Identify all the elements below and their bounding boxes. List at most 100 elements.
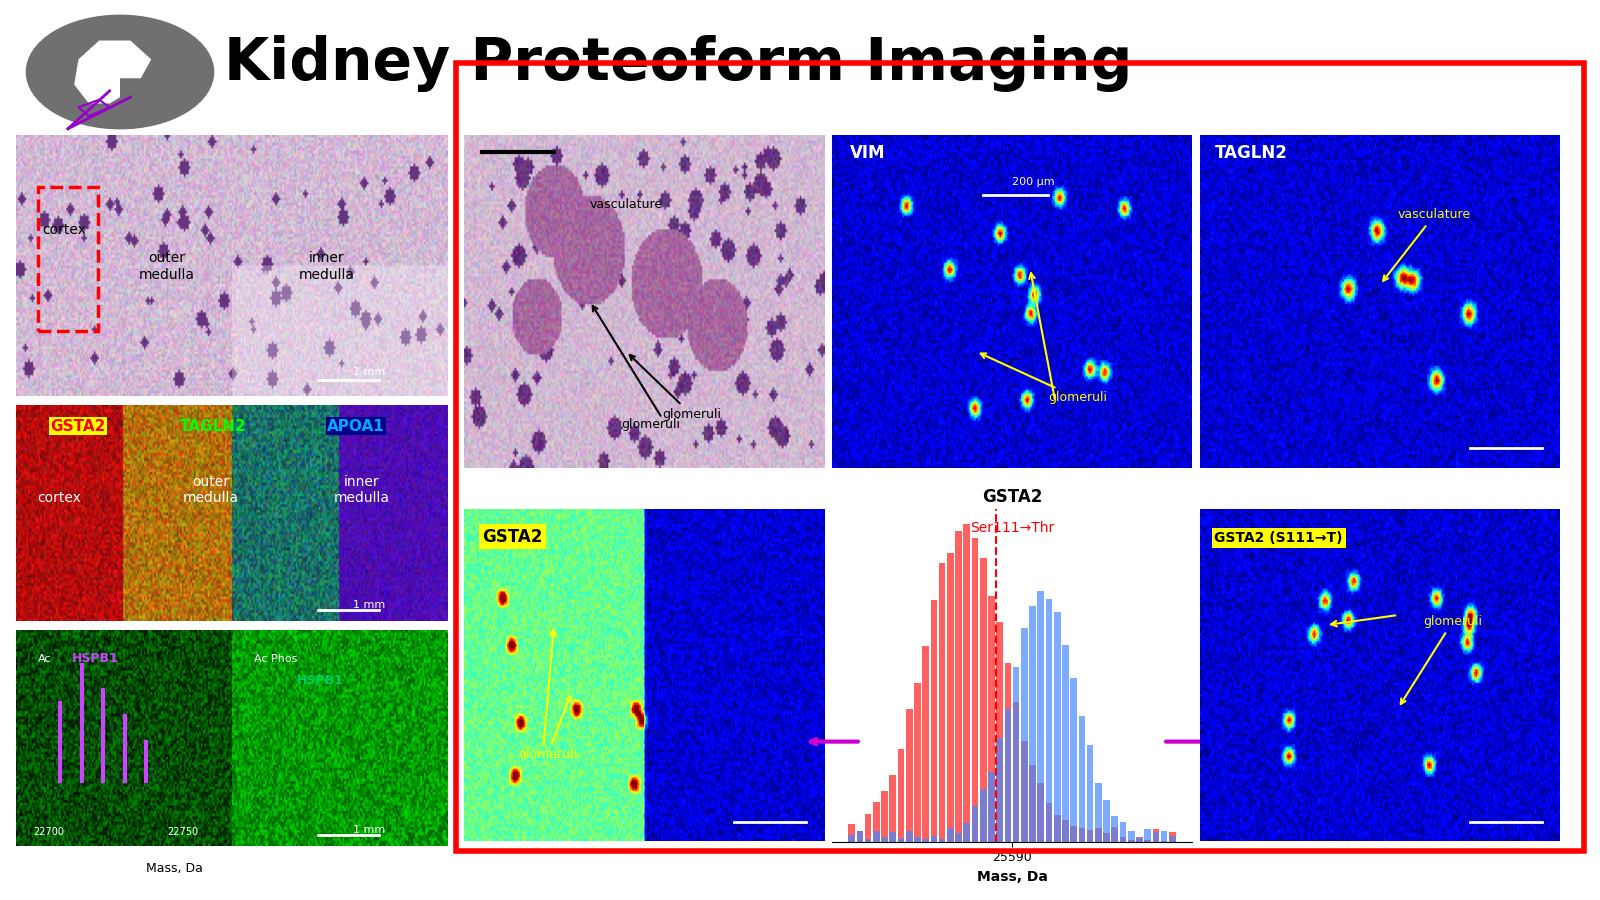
Bar bbox=[898, 750, 904, 842]
Bar bbox=[38, 187, 98, 330]
Bar bbox=[1054, 612, 1061, 842]
Text: GSTA2: GSTA2 bbox=[982, 488, 1042, 506]
Text: glomeruli: glomeruli bbox=[1400, 615, 1482, 704]
Bar bbox=[1170, 836, 1176, 842]
Text: glomeruli: glomeruli bbox=[630, 355, 722, 421]
Bar bbox=[939, 839, 946, 842]
Bar bbox=[971, 806, 978, 842]
Bar bbox=[1136, 838, 1142, 842]
Polygon shape bbox=[74, 40, 152, 104]
Bar bbox=[955, 531, 962, 842]
Text: outer
medulla: outer medulla bbox=[182, 475, 238, 505]
Text: GSTA2 (S111→T): GSTA2 (S111→T) bbox=[1214, 531, 1342, 544]
Text: inner
medulla: inner medulla bbox=[299, 251, 355, 282]
Bar bbox=[1021, 742, 1027, 842]
Bar bbox=[1170, 832, 1176, 842]
Bar bbox=[866, 814, 872, 842]
Text: glomeruli: glomeruli bbox=[981, 354, 1107, 404]
Bar bbox=[906, 831, 912, 842]
Bar bbox=[931, 600, 938, 842]
Bar bbox=[1120, 822, 1126, 842]
Bar bbox=[1054, 814, 1061, 842]
Bar bbox=[874, 802, 880, 842]
Bar bbox=[1070, 678, 1077, 842]
Text: Ser111→Thr: Ser111→Thr bbox=[970, 521, 1054, 535]
Text: Ac Phos: Ac Phos bbox=[254, 654, 298, 664]
Bar bbox=[1094, 783, 1102, 842]
Bar bbox=[1136, 837, 1142, 842]
Bar bbox=[1021, 628, 1027, 842]
Bar bbox=[1062, 820, 1069, 842]
Text: vasculature: vasculature bbox=[589, 198, 662, 212]
Bar bbox=[856, 832, 862, 842]
Bar bbox=[997, 622, 1003, 842]
Bar bbox=[1152, 832, 1158, 842]
Bar bbox=[922, 839, 930, 842]
Bar bbox=[971, 538, 978, 842]
Bar bbox=[1086, 830, 1093, 842]
Text: APOA1: APOA1 bbox=[326, 418, 384, 434]
Bar bbox=[1029, 606, 1035, 842]
Bar bbox=[1128, 840, 1134, 842]
Bar bbox=[1013, 702, 1019, 842]
Text: TAGLN2: TAGLN2 bbox=[181, 418, 246, 434]
Bar bbox=[1112, 816, 1118, 842]
Bar bbox=[1104, 833, 1110, 842]
Bar bbox=[890, 775, 896, 842]
Bar bbox=[963, 525, 970, 842]
Text: VIM: VIM bbox=[850, 144, 885, 162]
Bar bbox=[1120, 836, 1126, 842]
Bar bbox=[1112, 827, 1118, 842]
Bar bbox=[947, 553, 954, 842]
Bar bbox=[947, 828, 954, 842]
Bar bbox=[1029, 765, 1035, 842]
Bar bbox=[882, 837, 888, 842]
Text: Mass, Da: Mass, Da bbox=[146, 862, 203, 875]
Bar bbox=[1037, 591, 1045, 842]
Text: 22700: 22700 bbox=[34, 827, 64, 837]
Bar bbox=[989, 596, 995, 842]
Bar bbox=[979, 559, 987, 842]
Bar bbox=[848, 824, 854, 842]
Bar bbox=[1094, 828, 1102, 842]
Bar bbox=[1013, 667, 1019, 842]
Bar bbox=[906, 709, 912, 842]
Bar bbox=[931, 836, 938, 842]
Bar bbox=[1104, 799, 1110, 842]
Bar bbox=[1070, 826, 1077, 842]
Bar bbox=[1046, 599, 1053, 842]
Text: 1 mm: 1 mm bbox=[354, 600, 386, 610]
Bar bbox=[1078, 828, 1085, 842]
Bar bbox=[882, 791, 888, 842]
Bar bbox=[914, 683, 920, 842]
Bar bbox=[939, 563, 946, 842]
Bar bbox=[1162, 831, 1168, 842]
Text: cortex: cortex bbox=[38, 491, 82, 505]
Circle shape bbox=[27, 15, 214, 129]
Bar bbox=[1037, 783, 1045, 842]
Text: Kidney Proteoform Imaging: Kidney Proteoform Imaging bbox=[224, 34, 1133, 92]
Text: 22750: 22750 bbox=[168, 827, 198, 837]
Text: HSPB1: HSPB1 bbox=[298, 674, 344, 687]
X-axis label: Mass, Da: Mass, Da bbox=[976, 869, 1048, 884]
Text: 1 mm: 1 mm bbox=[354, 825, 386, 835]
Bar bbox=[1005, 663, 1011, 842]
Bar bbox=[898, 838, 904, 842]
Bar bbox=[1152, 829, 1158, 842]
Bar bbox=[997, 738, 1003, 842]
Text: GSTA2: GSTA2 bbox=[51, 418, 106, 434]
Bar bbox=[874, 831, 880, 842]
Text: outer
medulla: outer medulla bbox=[139, 251, 195, 282]
Text: glomeruli: glomeruli bbox=[518, 697, 578, 761]
Text: glomeruli: glomeruli bbox=[622, 418, 680, 431]
Bar bbox=[1005, 709, 1011, 842]
Bar bbox=[963, 824, 970, 842]
Text: GSTA2: GSTA2 bbox=[482, 527, 542, 545]
Bar bbox=[856, 831, 862, 842]
Bar bbox=[1086, 745, 1093, 842]
Bar bbox=[890, 832, 896, 842]
Text: vasculature: vasculature bbox=[1382, 208, 1470, 281]
Text: HSPB1: HSPB1 bbox=[72, 652, 118, 665]
Text: Ac: Ac bbox=[38, 654, 51, 664]
Bar bbox=[922, 646, 930, 842]
